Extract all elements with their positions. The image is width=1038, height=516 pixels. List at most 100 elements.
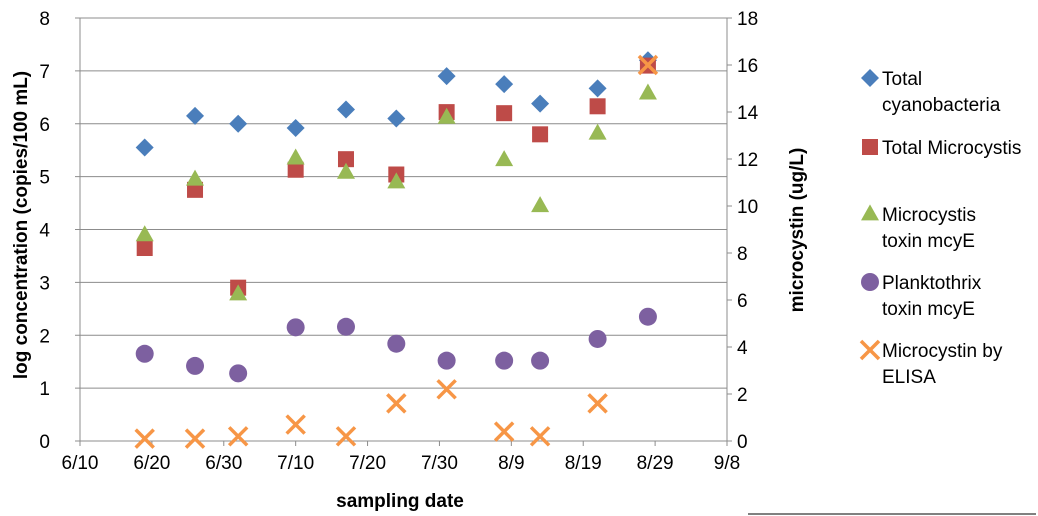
x-tick-label: 8/19 [565,453,602,474]
data-point [638,307,657,326]
x-marker-stroke [227,426,249,447]
data-point [287,161,304,178]
data-point [286,148,305,165]
y2-axis-title: microcystin (ug/L) [787,148,808,313]
data-point [229,284,248,301]
y2-tick-label: 12 [737,150,758,171]
data-point [229,364,248,383]
x-axis-title: sampling date [336,491,464,512]
x-tick-label: 6/10 [62,453,99,474]
data-point [286,318,305,337]
y2-tick-label: 8 [737,244,748,265]
data-point [531,94,550,113]
gridlines [80,17,727,389]
axes [75,17,732,446]
y2-tick-label: 2 [737,385,748,406]
x-marker-stroke [637,54,659,76]
x-tick-label: 6/30 [205,453,242,474]
series-3 [135,307,657,383]
x-marker-stroke [859,339,881,361]
data-point [437,67,456,86]
y-tick-label: 2 [39,326,50,347]
data-point [532,126,549,143]
data-point [496,105,513,122]
x-marker-stroke [587,393,608,414]
data-point [588,123,607,140]
legend-label: cyanobacteria [882,95,1001,116]
y-axis-ticks: 0 1 2 3 4 5 6 7 8 [39,9,50,453]
data-point [184,428,206,449]
x-tick-label: 9/8 [714,453,740,474]
legend-label: Microcystis [882,205,976,226]
data-point [495,150,514,167]
legend-label: Total Microcystis [882,138,1021,159]
x-marker-stroke [529,426,551,447]
data-point [495,75,514,94]
x-marker-stroke [386,393,407,414]
data-point [436,379,457,400]
y2-axis-ticks: 0 2 4 6 8 10 12 14 16 18 [737,9,759,453]
data-point [134,428,155,449]
data-point [493,421,515,442]
legend-label: Total [882,69,922,90]
data-point [186,356,205,375]
legend-item: Microcystin by ELISA [859,339,1003,388]
y2-tick-label: 16 [737,56,758,77]
y-axis-title: log concentration (copies/100 mL) [11,71,32,379]
x-marker-stroke [436,379,457,400]
x-tick-label: 8/29 [637,453,674,474]
series-4 [134,54,659,449]
y-tick-label: 6 [39,115,50,136]
data-point [588,79,607,98]
data-point [187,181,204,198]
data-point [285,414,306,435]
data-point [531,196,550,213]
data-point [336,317,355,336]
data-point [337,151,354,168]
legend-label: toxin mcyE [882,299,975,320]
legend-marker [861,69,879,87]
y-tick-label: 3 [39,273,50,294]
data-point [529,426,551,447]
x-marker-stroke [184,428,206,449]
data-point [437,107,456,124]
data-point [637,54,659,76]
y2-tick-label: 10 [737,197,758,218]
legend-label: Microcystin by [882,341,1003,362]
data-point [437,351,456,370]
data-point [386,393,407,414]
y2-tick-label: 4 [737,338,748,359]
data-point [387,109,406,128]
series-2 [135,83,657,301]
y2-tick-label: 6 [737,291,748,312]
data-point [495,351,514,370]
data-marks [134,51,659,449]
legend-item: Planktothrix toxin mcyE [861,273,982,320]
legend-item: Total cyanobacteria [861,69,1001,116]
x-tick-label: 6/20 [133,453,170,474]
x-tick-label: 8/9 [498,453,524,474]
x-tick-label: 7/20 [349,453,386,474]
data-point [135,138,154,157]
data-point [229,114,248,133]
data-point [589,98,606,115]
legend-label: Planktothrix [882,273,982,294]
data-point [587,393,608,414]
legend-label: ELISA [882,367,936,388]
data-point [136,240,153,257]
data-point [336,162,355,179]
y-tick-label: 5 [39,168,50,189]
y2-tick-label: 14 [737,103,759,124]
x-tick-label: 7/30 [421,453,458,474]
data-point [588,329,607,348]
series-0 [135,51,657,157]
legend-label: toxin mcyE [882,231,975,252]
data-point [336,100,355,119]
legend-item: Microcystis toxin mcyE [861,204,976,252]
legend-marker [862,139,878,155]
data-point [227,426,249,447]
y-tick-label: 0 [39,432,50,453]
x-tick-label: 7/10 [277,453,314,474]
legend-marker [859,339,881,361]
